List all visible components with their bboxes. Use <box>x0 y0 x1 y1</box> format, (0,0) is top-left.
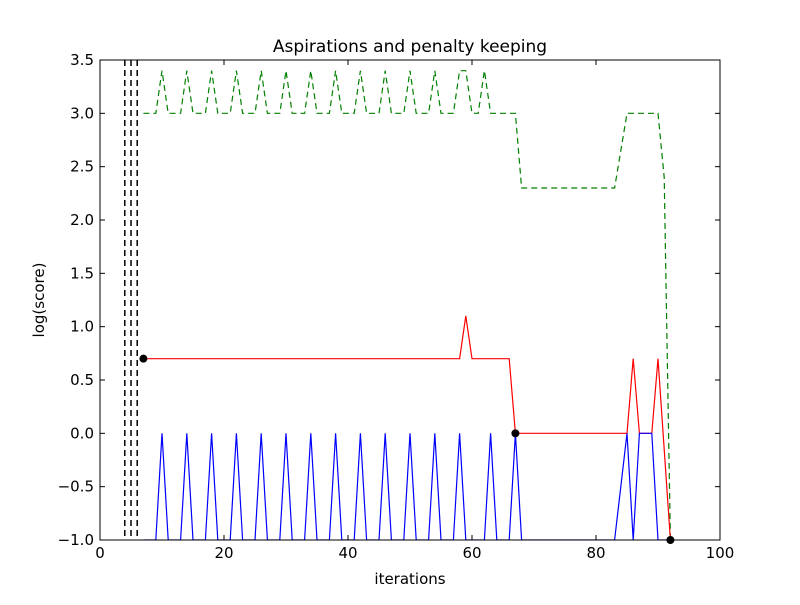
series-group <box>124 60 671 540</box>
y-axis-label: log(score) <box>30 263 48 338</box>
y-tick-label: −0.5 <box>58 478 94 496</box>
series-line <box>143 315 671 540</box>
series-line <box>143 70 671 540</box>
x-tick-label: 100 <box>706 544 735 562</box>
y-tick-label: 2.5 <box>70 158 94 176</box>
y-tick-label: −1.0 <box>58 531 94 549</box>
x-tick-label: 40 <box>338 544 357 562</box>
x-axis-label: iterations <box>374 570 445 588</box>
y-tick-label: 0.0 <box>70 424 94 442</box>
plot-area <box>124 60 675 544</box>
y-tick-label: 1.5 <box>70 264 94 282</box>
x-tick-label: 0 <box>95 544 105 562</box>
x-tick-label: 60 <box>462 544 481 562</box>
chart-title: Aspirations and penalty keeping <box>273 37 547 57</box>
x-tick-label: 20 <box>214 544 233 562</box>
x-tick-label: 80 <box>586 544 605 562</box>
data-point-marker <box>139 354 148 363</box>
y-tick-label: 3.0 <box>70 104 94 122</box>
y-tick-label: 1.0 <box>70 318 94 336</box>
y-tick-label: 2.0 <box>70 211 94 229</box>
axis-ticks: 0 20 40 60 80 100 −1.0 −0.5 0.0 0.5 1.0 1.5 2.0 2.5 3.… <box>58 51 735 562</box>
axes-frame <box>99 59 721 541</box>
data-point-marker <box>511 429 520 438</box>
series-line <box>143 432 671 540</box>
y-tick-label: 3.5 <box>70 51 94 69</box>
y-tick-label: 0.5 <box>70 371 94 389</box>
